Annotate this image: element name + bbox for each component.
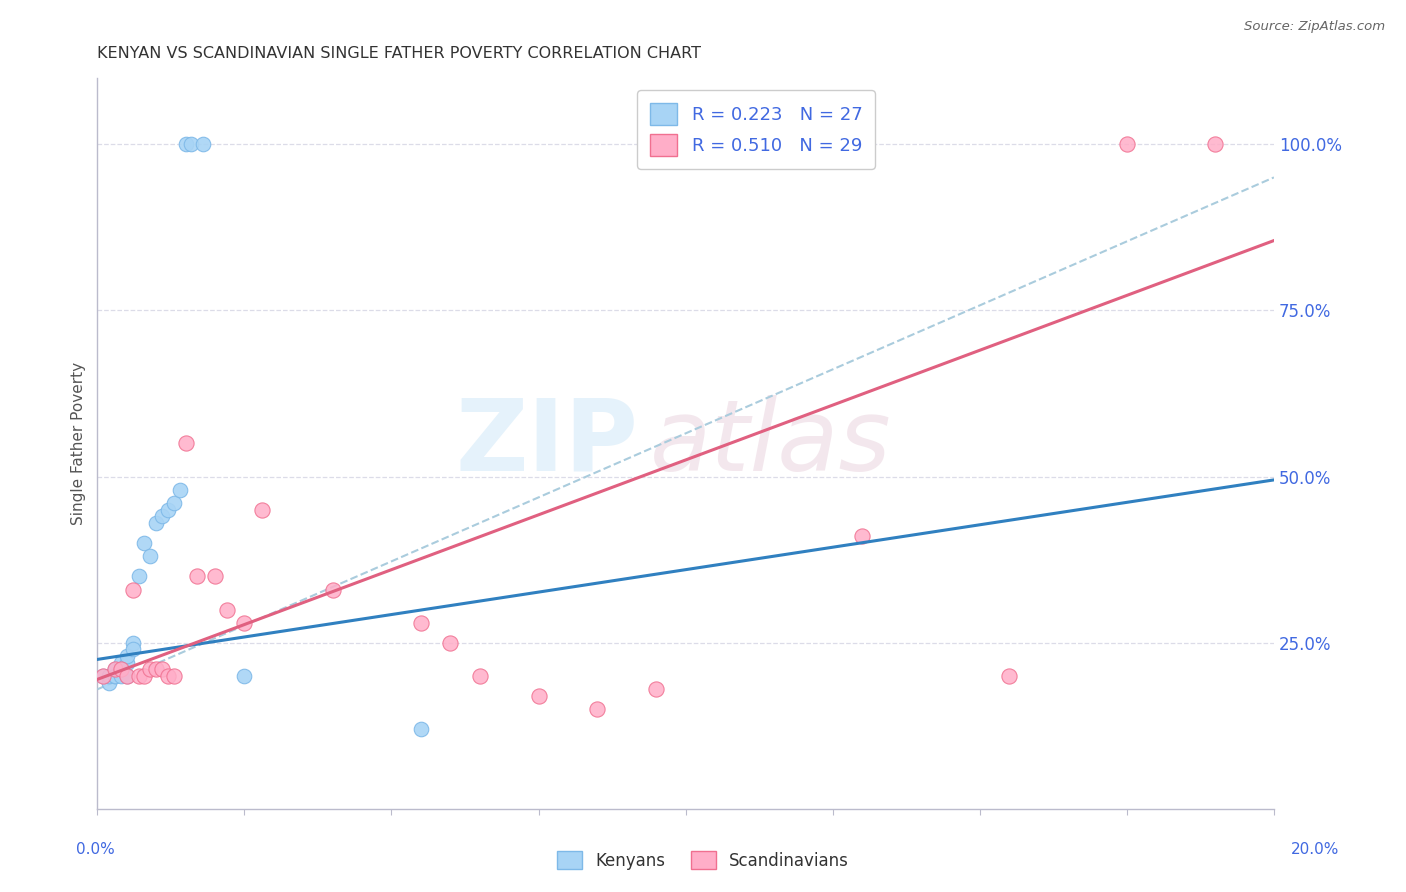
Point: [121, 582, 143, 597]
Point: [115, 649, 138, 664]
Text: atlas: atlas: [651, 395, 891, 491]
Point: [91, 669, 114, 683]
Point: [134, 536, 156, 550]
Point: [139, 662, 162, 676]
Point: [150, 509, 173, 524]
Point: [104, 662, 127, 676]
Text: ZIP: ZIP: [456, 395, 638, 491]
Point: [128, 669, 150, 683]
Point: [139, 549, 162, 564]
Point: [1115, 137, 1137, 152]
Point: [851, 529, 873, 543]
Point: [110, 656, 132, 670]
Point: [104, 662, 127, 676]
Text: 20.0%: 20.0%: [1291, 842, 1339, 856]
Point: [121, 636, 143, 650]
Point: [998, 669, 1021, 683]
Point: [174, 436, 197, 450]
Point: [104, 669, 127, 683]
Point: [527, 689, 550, 703]
Point: [115, 669, 138, 683]
Point: [156, 503, 179, 517]
Point: [233, 669, 256, 683]
Point: [115, 656, 138, 670]
Point: [645, 682, 668, 697]
Point: [91, 669, 114, 683]
Point: [439, 636, 461, 650]
Legend: R = 0.223   N = 27, R = 0.510   N = 29: R = 0.223 N = 27, R = 0.510 N = 29: [637, 90, 875, 169]
Point: [409, 723, 432, 737]
Text: Source: ZipAtlas.com: Source: ZipAtlas.com: [1244, 20, 1385, 33]
Point: [250, 503, 273, 517]
Point: [468, 669, 491, 683]
Y-axis label: Single Father Poverty: Single Father Poverty: [72, 362, 86, 524]
Point: [233, 615, 256, 630]
Point: [145, 662, 167, 676]
Point: [163, 669, 186, 683]
Legend: Kenyans, Scandinavians: Kenyans, Scandinavians: [551, 845, 855, 877]
Point: [586, 702, 609, 716]
Point: [169, 483, 191, 497]
Point: [193, 137, 215, 152]
Point: [180, 137, 202, 152]
Point: [174, 137, 197, 152]
Point: [98, 675, 121, 690]
Point: [98, 669, 121, 683]
Point: [409, 615, 432, 630]
Text: 0.0%: 0.0%: [76, 842, 115, 856]
Point: [134, 669, 156, 683]
Point: [156, 669, 179, 683]
Point: [322, 582, 344, 597]
Point: [121, 642, 143, 657]
Point: [204, 569, 226, 583]
Point: [186, 569, 208, 583]
Point: [115, 669, 138, 683]
Point: [150, 662, 173, 676]
Point: [145, 516, 167, 530]
Point: [215, 602, 238, 616]
Point: [110, 662, 132, 676]
Point: [163, 496, 186, 510]
Point: [104, 669, 127, 683]
Text: KENYAN VS SCANDINAVIAN SINGLE FATHER POVERTY CORRELATION CHART: KENYAN VS SCANDINAVIAN SINGLE FATHER POV…: [97, 46, 702, 62]
Point: [110, 662, 132, 676]
Point: [110, 669, 132, 683]
Point: [128, 569, 150, 583]
Point: [1204, 137, 1226, 152]
